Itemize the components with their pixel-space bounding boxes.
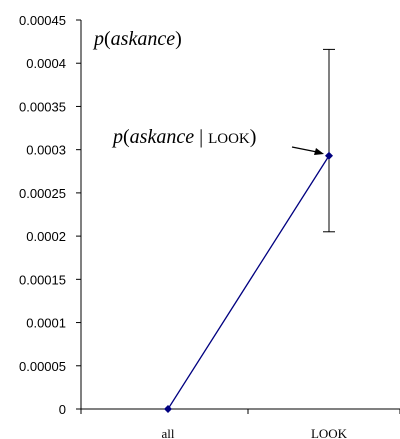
x-axis-ticks: all LOOK xyxy=(80,409,400,439)
series-points xyxy=(164,151,333,413)
y-tick-label: 0.0003 xyxy=(26,143,66,158)
chart-axes xyxy=(80,20,400,410)
data-point-marker xyxy=(325,151,333,160)
y-tick-label: 0.00025 xyxy=(19,186,66,201)
error-bars xyxy=(323,48,335,233)
y-tick-label: 0.00015 xyxy=(19,272,66,287)
annotation-arrow xyxy=(291,146,324,155)
x-category-label: LOOK xyxy=(311,426,348,439)
y-axis-ticks: 0 0.00005 0.0001 0.00015 0.0002 0.00025 0.0003… xyxy=(19,13,81,417)
annotation-point: p(askance | LOOK) xyxy=(111,126,256,148)
y-tick-label: 0.00035 xyxy=(19,99,66,114)
data-point-marker xyxy=(164,405,172,413)
annotation-top: p(askance) xyxy=(92,28,182,50)
y-tick-label: 0.00045 xyxy=(19,13,66,28)
y-tick-label: 0.0002 xyxy=(26,229,66,244)
x-category-label: all xyxy=(162,426,175,439)
y-tick-label: 0.0001 xyxy=(26,316,66,331)
y-tick-label: 0.00005 xyxy=(19,359,66,374)
y-tick-label: 0 xyxy=(59,402,66,417)
series-line xyxy=(167,155,330,410)
series-line-path xyxy=(167,155,330,410)
y-tick-label: 0.0004 xyxy=(26,56,66,71)
